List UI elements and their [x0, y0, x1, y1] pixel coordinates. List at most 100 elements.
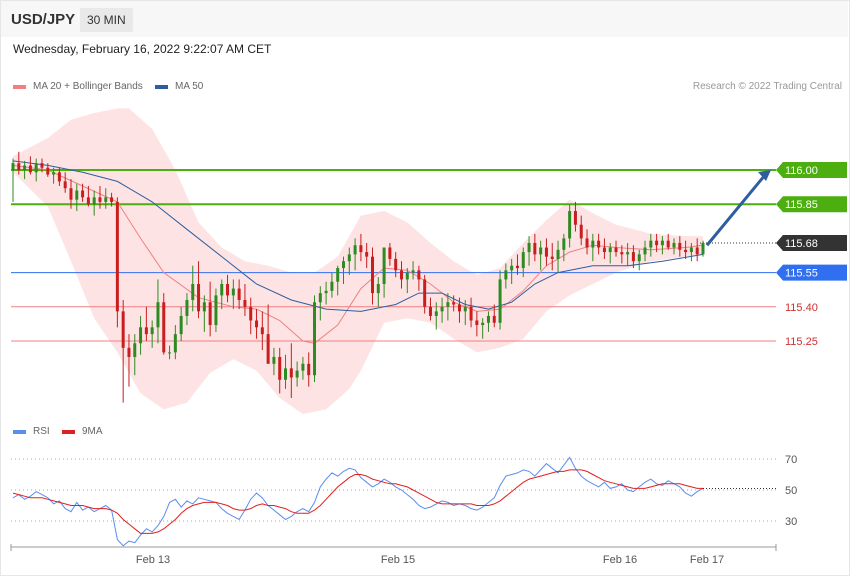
candle-body: [127, 347, 131, 357]
candle-body: [695, 247, 699, 255]
legend-ma20-swatch: [13, 84, 26, 89]
level-tag-label: 115.85: [785, 199, 818, 211]
candle-body: [533, 242, 537, 255]
candle-body: [34, 163, 38, 173]
candle-body: [684, 249, 688, 253]
candle-body: [475, 320, 479, 326]
candle-body: [434, 311, 438, 316]
candle-body: [133, 343, 137, 357]
candle-body: [75, 190, 79, 200]
legend-ma50-label: MA 50: [175, 81, 204, 92]
candle-body: [173, 334, 177, 353]
candle-body: [23, 165, 27, 170]
candle-body: [40, 163, 44, 168]
candle-body: [597, 240, 601, 248]
candle-body: [492, 315, 496, 323]
candle-body: [226, 284, 230, 296]
candle-body: [562, 238, 566, 250]
candle-body: [28, 165, 32, 173]
candle-body: [92, 197, 96, 205]
candle-body: [104, 197, 108, 202]
candle-body: [608, 247, 612, 253]
legend-ma20-label: MA 20 + Bollinger Bands: [33, 81, 143, 92]
candle-body: [307, 363, 311, 376]
candle-body: [655, 240, 659, 246]
candle-body: [214, 295, 218, 326]
candle-body: [63, 181, 67, 189]
candle-body: [550, 256, 554, 259]
rsi-tick-label: 70: [785, 454, 797, 466]
candle-body: [191, 284, 195, 300]
candle-body: [156, 302, 160, 328]
level-tag-label: 115.55: [785, 268, 818, 280]
symbol-label: USD/JPY: [11, 11, 76, 28]
candle-body: [481, 322, 485, 326]
level-tag-last: [776, 234, 847, 251]
x-tick-label: Feb 17: [690, 554, 724, 566]
candle-body: [689, 247, 693, 253]
legend-ma20: MA 20 + Bollinger Bands: [13, 81, 143, 92]
ma50-line: [12, 160, 704, 312]
candle-body: [98, 197, 102, 202]
candle-body: [11, 163, 15, 170]
candle-body: [440, 306, 444, 312]
candle-body: [660, 240, 664, 246]
level-tag-pivot: [776, 264, 847, 281]
candle-body: [81, 190, 85, 198]
candle-body: [150, 327, 154, 335]
candle-body: [631, 252, 635, 262]
candle-body: [672, 242, 676, 248]
legend-rsi-swatch: [13, 429, 26, 434]
level-tag-resistance: [776, 196, 847, 213]
candle-body: [278, 356, 282, 380]
candle-body: [602, 247, 606, 253]
candle-body: [417, 270, 421, 280]
chart-timestamp: Wednesday, February 16, 2022 9:22:07 AM …: [13, 42, 272, 56]
rsi-tick-label: 30: [785, 516, 797, 528]
x-tick-label: Feb 16: [603, 554, 637, 566]
candle-body: [115, 201, 119, 312]
candle-body: [701, 242, 705, 255]
rsi-series-rsi: [12, 456, 704, 547]
candle-body: [556, 249, 560, 259]
timeframe-button[interactable]: 30 MIN: [80, 8, 133, 32]
candle-body: [57, 172, 61, 182]
forecast-arrow-head: [758, 170, 771, 181]
candle-body: [498, 279, 502, 323]
candle-body: [504, 270, 508, 280]
candle-body: [168, 352, 172, 354]
legend-ma50: MA 50: [155, 81, 203, 92]
candle-body: [243, 299, 247, 307]
x-tick-label: Feb 13: [136, 554, 170, 566]
candle-body: [179, 315, 183, 335]
candle-body: [539, 247, 543, 255]
candle-body: [52, 172, 56, 175]
candle-body: [382, 247, 386, 284]
candle-body: [446, 302, 450, 307]
candle-body: [452, 302, 456, 305]
candle-body: [353, 245, 357, 255]
support-level-label: 115.40: [785, 302, 818, 314]
candle-body: [121, 311, 125, 348]
candle-body: [318, 293, 322, 303]
candle-body: [643, 247, 647, 255]
candle-body: [324, 290, 328, 294]
candle-body: [313, 302, 317, 376]
candle-body: [342, 261, 346, 269]
rsi-series-9ma: [12, 469, 703, 534]
candle-body: [527, 242, 531, 253]
candle-body: [376, 284, 380, 294]
candle-body: [266, 334, 270, 364]
legend-9ma-label: 9MA: [82, 426, 103, 437]
candle-body: [637, 254, 641, 262]
candle-body: [573, 211, 577, 225]
candle-body: [86, 197, 90, 205]
candle-body: [649, 240, 653, 248]
candle-body: [394, 258, 398, 271]
candle-body: [469, 306, 473, 321]
candle-body: [197, 284, 201, 312]
chart-header: USD/JPY 30 MIN: [1, 1, 848, 37]
candle-body: [110, 197, 114, 202]
level-tag-label: 116.00: [785, 165, 818, 177]
